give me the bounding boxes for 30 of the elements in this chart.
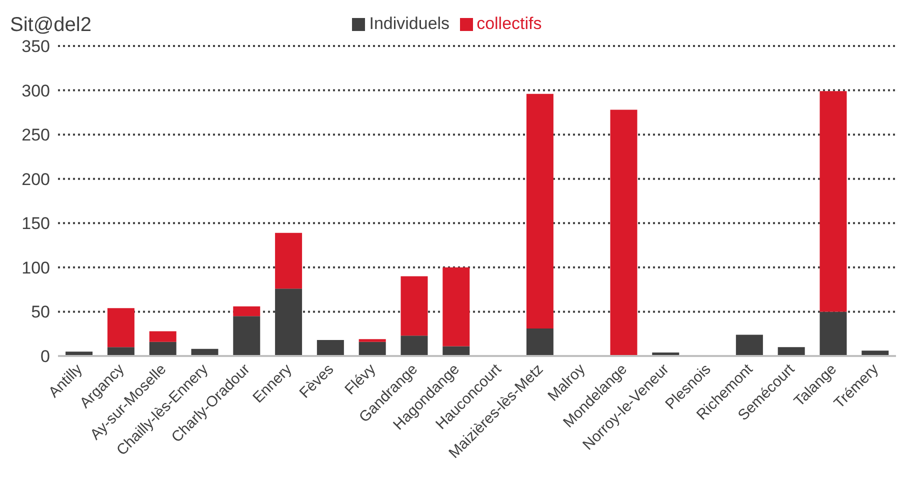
y-tick-label: 150 [22,214,50,234]
bar [149,331,176,342]
bar [233,316,260,356]
bar [526,328,554,356]
y-tick-label: 50 [31,302,50,322]
bar [275,232,302,289]
legend-label: Individuels [369,14,450,33]
bar [316,340,344,356]
bar [358,342,386,356]
bar [442,267,470,346]
y-tick-label: 200 [22,170,50,189]
legend-label: collectifs [476,14,542,33]
y-tick-label: 350 [22,37,50,56]
y-tick-label: 300 [22,81,50,100]
bar [736,334,763,356]
bar [526,94,554,329]
y-tick-label: 100 [22,258,50,278]
bar [400,276,428,336]
bar [149,342,176,356]
y-tick-label: 0 [40,347,50,366]
bar [778,347,805,356]
bar [400,336,428,356]
y-tick-label: 250 [22,126,50,145]
bar [107,308,134,348]
bar [233,306,260,316]
bar [820,91,847,312]
bar [610,110,638,356]
bar [107,347,134,356]
bar [358,339,386,342]
text: Sit@del2 [10,14,92,37]
